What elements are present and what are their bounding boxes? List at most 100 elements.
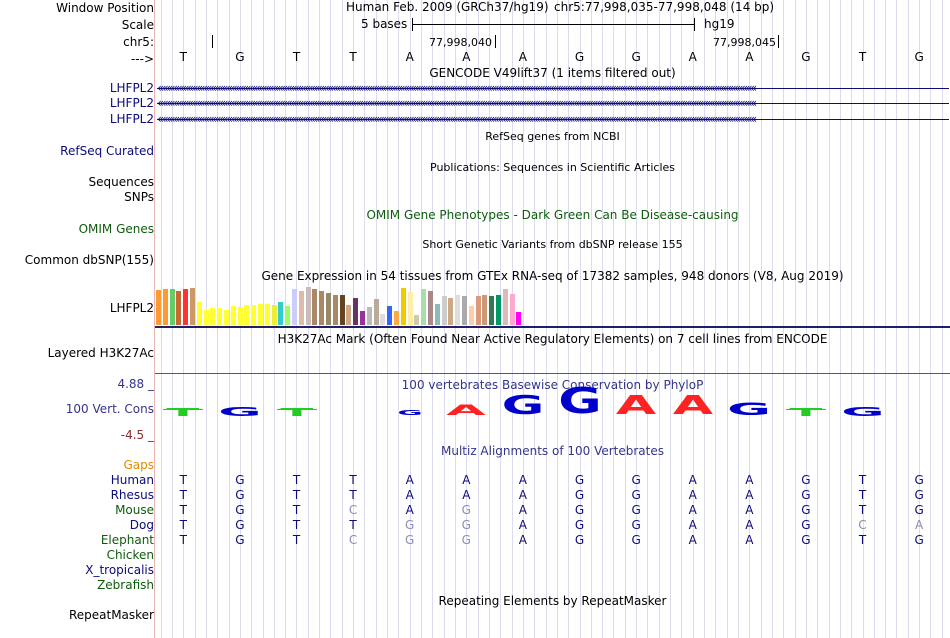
phylop-track-title[interactable]: 100 vertebrates Basewise Conservation by… — [401, 378, 704, 392]
ruler-base[interactable]: G — [801, 50, 811, 64]
ruler-base[interactable]: A — [462, 50, 471, 64]
gtex-tissue-bar[interactable] — [373, 299, 379, 325]
gtex-tissue-bar[interactable] — [468, 306, 474, 325]
species-label[interactable]: Rhesus — [110, 488, 154, 502]
repeatmasker-track-label[interactable]: RepeatMasker — [68, 608, 154, 622]
gencode-item-label[interactable]: LHFPL2 — [109, 96, 154, 110]
gtex-tissue-bar[interactable] — [353, 298, 359, 325]
gencode-track-title[interactable]: GENCODE V49lift37 (1 items filtered out) — [429, 66, 676, 80]
gtex-tissue-bar[interactable] — [475, 296, 481, 325]
h3k27ac-track-label[interactable]: Layered H3K27Ac — [47, 346, 154, 360]
ruler-base[interactable]: A — [405, 50, 414, 64]
gtex-tissue-bar[interactable] — [339, 295, 345, 325]
species-label[interactable]: Mouse — [115, 503, 154, 517]
phylop-track-label[interactable]: 100 Vert. Cons — [65, 402, 154, 416]
gtex-tissue-bar[interactable] — [264, 304, 270, 325]
ruler-base[interactable]: A — [745, 50, 754, 64]
gtex-tissue-bar[interactable] — [196, 302, 202, 325]
gtex-tissue-bar[interactable] — [489, 296, 495, 325]
omim-track-label[interactable]: OMIM Genes — [78, 222, 154, 236]
species-label[interactable]: Elephant — [100, 533, 154, 547]
dbsnp-track-title[interactable]: Short Genetic Variants from dbSNP releas… — [422, 238, 683, 251]
gtex-tissue-bar[interactable] — [394, 311, 399, 325]
gtex-tissue-bar[interactable] — [169, 289, 175, 325]
ruler-base[interactable]: T — [349, 50, 357, 64]
gtex-tissue-bar[interactable] — [332, 295, 338, 325]
gtex-tissue-bar[interactable] — [434, 304, 440, 325]
gtex-tissue-bar[interactable] — [448, 298, 454, 325]
gtex-tissue-bar[interactable] — [244, 305, 250, 325]
ruler-base[interactable]: T — [858, 50, 867, 64]
gtex-tissue-bar[interactable] — [312, 289, 318, 325]
gtex-tissue-bar[interactable] — [183, 289, 189, 325]
gtex-tissue-bar[interactable] — [319, 291, 325, 325]
gtex-tissue-bar[interactable] — [251, 305, 257, 325]
gtex-tissue-bar[interactable] — [258, 304, 263, 325]
gencode-transcript-2[interactable]: ‹‹‹‹‹‹‹‹‹‹‹‹‹‹‹‹‹‹‹‹‹‹‹‹‹‹‹‹‹‹‹‹‹‹‹‹‹‹‹‹… — [157, 99, 949, 109]
gencode-transcript-1[interactable]: ‹‹‹‹‹‹‹‹‹‹‹‹‹‹‹‹‹‹‹‹‹‹‹‹‹‹‹‹‹‹‹‹‹‹‹‹‹‹‹‹… — [157, 84, 949, 94]
gtex-tissue-bar[interactable] — [441, 296, 447, 325]
gtex-tissue-bar[interactable] — [190, 288, 195, 325]
gtex-track-label[interactable]: LHFPL2 — [109, 301, 154, 315]
gtex-tissue-bar[interactable] — [428, 291, 433, 325]
ruler-base[interactable]: G — [631, 50, 641, 64]
gtex-tissue-bar[interactable] — [298, 291, 304, 325]
refseq-track-label[interactable]: RefSeq Curated — [60, 144, 154, 158]
gtex-tissue-bar[interactable] — [224, 310, 229, 325]
gtex-tissue-bar[interactable] — [210, 308, 216, 325]
gtex-track-title[interactable]: Gene Expression in 54 tissues from GTEx … — [261, 269, 844, 283]
gtex-tissue-bar[interactable] — [278, 302, 284, 325]
gtex-tissue-bar[interactable] — [305, 287, 311, 325]
publications-track-label[interactable]: Sequences — [88, 175, 154, 189]
dbsnp-track-label[interactable]: Common dbSNP(155) — [24, 253, 154, 267]
gtex-tissue-bar[interactable] — [217, 308, 223, 325]
omim-track-title[interactable]: OMIM Gene Phenotypes - Dark Green Can Be… — [366, 208, 739, 222]
gtex-tissue-bar[interactable] — [509, 294, 515, 325]
snps-track-label[interactable]: SNPs — [124, 190, 154, 204]
h3k27ac-track-title[interactable]: H3K27Ac Mark (Often Found Near Active Re… — [277, 332, 828, 346]
gtex-tissue-bar[interactable] — [326, 293, 331, 325]
gtex-tissue-bar[interactable] — [292, 289, 297, 325]
gtex-tissue-bar[interactable] — [387, 306, 393, 325]
publications-track-title[interactable]: Publications: Sequences in Scientific Ar… — [430, 161, 675, 174]
species-label[interactable]: Zebrafish — [97, 578, 154, 592]
gtex-tissue-bar[interactable] — [407, 292, 413, 325]
ruler-base[interactable]: G — [574, 50, 585, 64]
multiz-track-title[interactable]: Multiz Alignments of 100 Vertebrates — [440, 444, 665, 458]
gtex-tissue-bar[interactable] — [366, 307, 372, 325]
gtex-tissue-bar[interactable] — [455, 295, 461, 325]
gtex-tissue-bar[interactable] — [516, 312, 522, 325]
strand-arrow-label[interactable]: ---> — [130, 52, 154, 66]
refseq-track-title[interactable]: RefSeq genes from NCBI — [485, 130, 620, 143]
gtex-tissue-bar[interactable] — [230, 306, 236, 325]
gencode-item-label[interactable]: LHFPL2 — [109, 112, 154, 126]
gtex-tissue-bar[interactable] — [502, 289, 508, 325]
gtex-tissue-bar[interactable] — [176, 291, 182, 325]
gtex-tissue-bar[interactable] — [162, 289, 168, 325]
repeatmasker-track-title[interactable]: Repeating Elements by RepeatMasker — [438, 594, 667, 608]
ruler-base[interactable]: G — [235, 50, 245, 64]
gtex-tissue-bar[interactable] — [380, 314, 386, 325]
gtex-tissue-bar[interactable] — [421, 289, 427, 325]
gtex-tissue-bar[interactable] — [203, 310, 209, 325]
gtex-tissue-bar[interactable] — [462, 296, 467, 325]
ruler-base[interactable]: A — [688, 50, 697, 64]
gtex-tissue-bar[interactable] — [271, 305, 277, 325]
ruler-base[interactable]: T — [179, 50, 187, 64]
gtex-tissue-bar[interactable] — [285, 306, 291, 325]
gtex-tissue-bar[interactable] — [414, 315, 420, 325]
species-label[interactable]: Human — [110, 473, 154, 487]
gtex-tissue-bar[interactable] — [496, 295, 501, 325]
gencode-item-label[interactable]: LHFPL2 — [109, 81, 154, 95]
species-label[interactable]: Dog — [129, 518, 154, 532]
species-label[interactable]: X_tropicalis — [85, 563, 154, 577]
gtex-tissue-bar[interactable] — [360, 311, 365, 325]
gtex-tissue-bar[interactable] — [346, 305, 352, 325]
gaps-label[interactable]: Gaps — [123, 458, 154, 472]
gtex-tissue-bar[interactable] — [400, 288, 406, 325]
ruler-base[interactable]: G — [914, 50, 924, 64]
gtex-tissue-bar[interactable] — [482, 295, 488, 325]
gtex-tissue-bar[interactable] — [237, 307, 243, 325]
gtex-tissue-bar[interactable] — [156, 290, 161, 325]
species-label[interactable]: Chicken — [106, 548, 154, 562]
